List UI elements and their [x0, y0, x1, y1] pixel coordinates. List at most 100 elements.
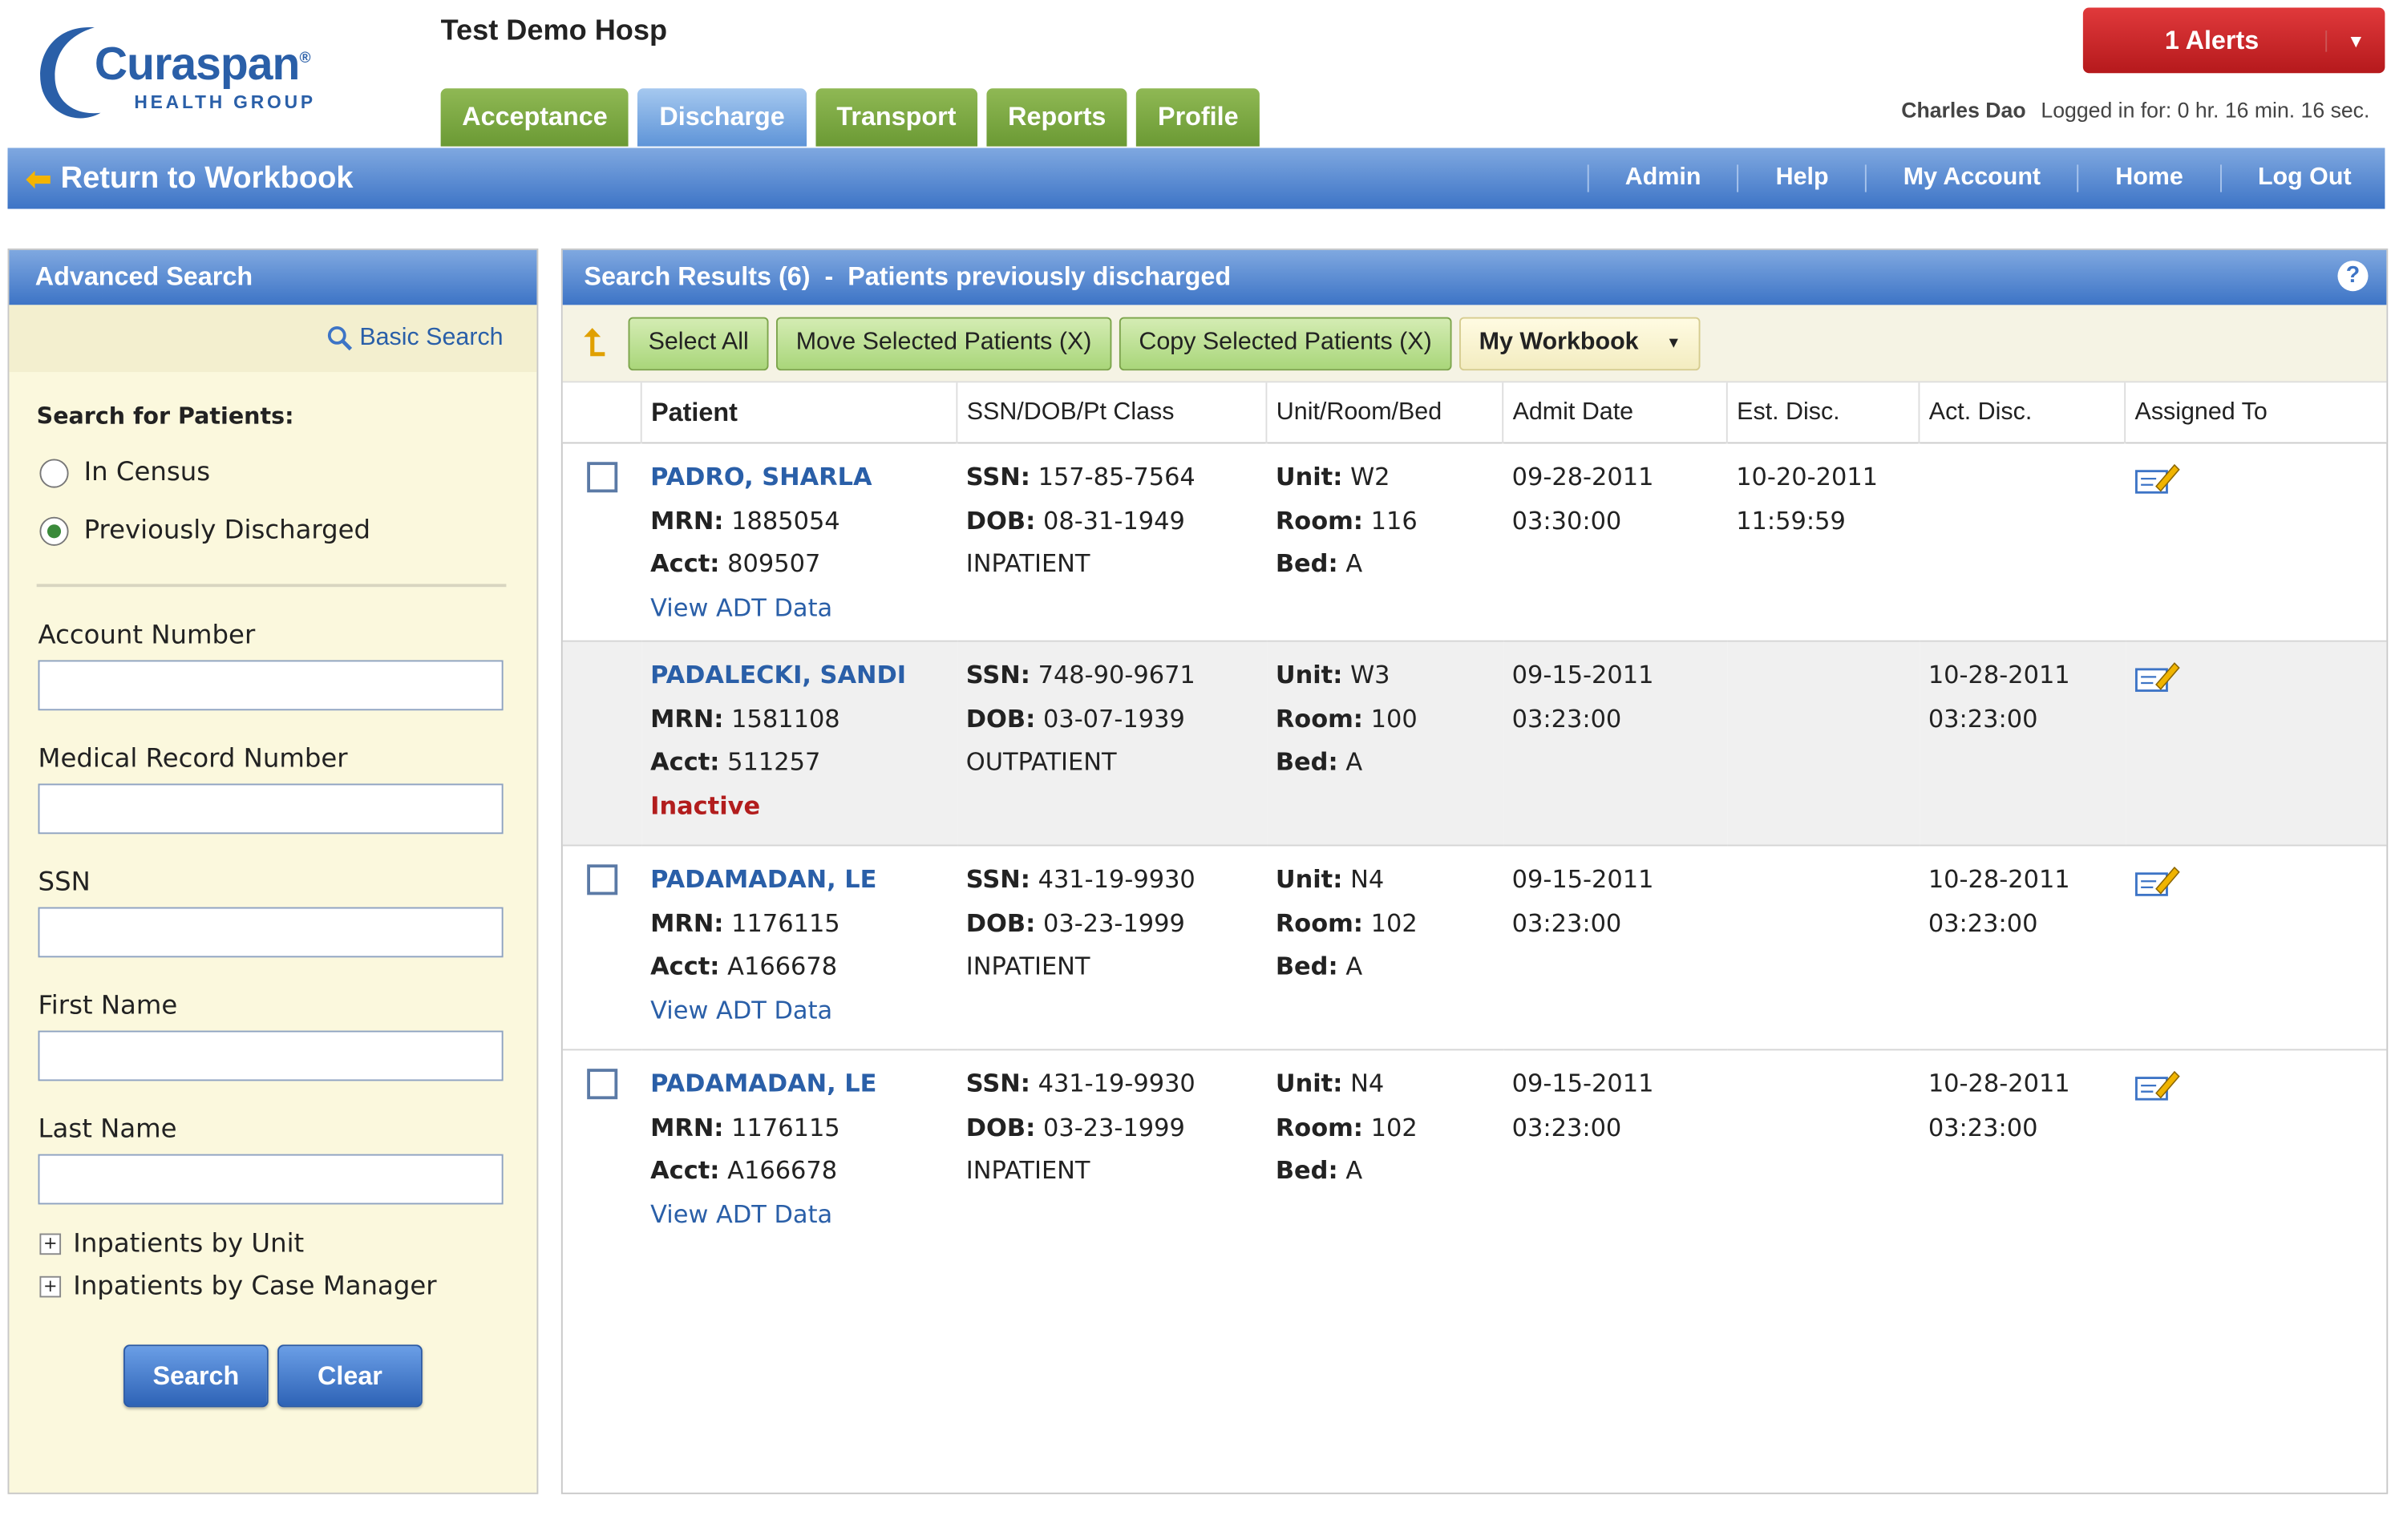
- mrn-value: 1581108: [731, 703, 840, 733]
- col-admit-date[interactable]: Admit Date: [1502, 382, 1727, 443]
- row-checkbox[interactable]: [587, 462, 618, 493]
- col-ssn-dob-class[interactable]: SSN/DOB/Pt Class: [956, 382, 1267, 443]
- mrn-value: 1885054: [731, 505, 840, 535]
- ssn-label: SSN:: [965, 462, 1030, 491]
- ssn-input[interactable]: [38, 907, 504, 958]
- admit-cell: 09-15-2011 03:23:00: [1503, 1049, 1727, 1254]
- room-line: Room: 102: [1276, 1106, 1503, 1150]
- patient-cell: PADAMADAN, LE MRN: 1176115 Acct: A166678…: [641, 1049, 957, 1254]
- results-header: Search Results (6) - Patients previously…: [562, 249, 2387, 305]
- dob-line: DOB: 03-23-1999: [966, 902, 1267, 945]
- radio-in-census[interactable]: In Census: [39, 458, 536, 488]
- expand-plus-icon[interactable]: +: [39, 1275, 62, 1298]
- est-date: 10-20-2011: [1736, 462, 1879, 491]
- account-number-input[interactable]: [38, 660, 504, 711]
- col-unit-room-bed[interactable]: Unit/Room/Bed: [1265, 382, 1503, 443]
- nav-my-account[interactable]: My Account: [1903, 164, 2041, 191]
- bed-line: Bed: A: [1276, 741, 1503, 784]
- logo-swoosh-icon: [40, 27, 101, 119]
- edit-pencil-icon[interactable]: [2134, 864, 2180, 898]
- nav-log-out[interactable]: Log Out: [2257, 164, 2352, 191]
- utility-nav: Admin Help My Account Home Log Out: [1584, 164, 2385, 192]
- table-row: PADAMADAN, LE MRN: 1176115 Acct: A166678…: [562, 846, 2387, 1050]
- admit-date: 09-15-2011: [1511, 864, 1654, 894]
- pt-class: INPATIENT: [965, 548, 1090, 578]
- return-to-workbook-link[interactable]: ⬅ Return to Workbook: [26, 160, 353, 198]
- nav-separator: [1865, 164, 1867, 192]
- est-disc-cell: [1727, 1049, 1920, 1254]
- room-label: Room:: [1275, 1112, 1363, 1142]
- ssn-cell: SSN: 431-19-9930 DOB: 03-23-1999 INPATIE…: [957, 846, 1266, 1050]
- select-all-button[interactable]: Select All: [628, 316, 769, 370]
- radio-previously-discharged[interactable]: Previously Discharged: [39, 515, 536, 546]
- view-adt-link[interactable]: View ADT Data: [650, 592, 833, 621]
- dob-line: DOB: 03-23-1999: [966, 1106, 1267, 1150]
- dob-label: DOB:: [965, 505, 1036, 535]
- row-checkbox[interactable]: [587, 864, 618, 895]
- arrow-up-back-icon[interactable]: ⮤: [584, 321, 606, 365]
- return-label: Return to Workbook: [60, 160, 354, 195]
- tab-profile[interactable]: Profile: [1136, 88, 1260, 147]
- row-checkbox-cell: [563, 443, 641, 641]
- act-time: 03:23:00: [1928, 1112, 2038, 1142]
- act-date: 10-28-2011: [1928, 864, 2070, 894]
- admit-cell: 09-15-2011 03:23:00: [1503, 641, 1727, 846]
- tab-discharge[interactable]: Discharge: [637, 88, 807, 147]
- edit-pencil-icon[interactable]: [2134, 462, 2180, 495]
- last-name-input[interactable]: [38, 1154, 504, 1205]
- view-adt-link[interactable]: View ADT Data: [650, 994, 833, 1025]
- col-assigned-to[interactable]: Assigned To: [2124, 382, 2387, 443]
- ssn-value: 431-19-9930: [1038, 1069, 1196, 1098]
- tab-acceptance[interactable]: Acceptance: [440, 88, 629, 147]
- patient-name-link[interactable]: PADAMADAN, LE: [650, 1069, 877, 1098]
- col-patient[interactable]: Patient: [640, 382, 957, 443]
- room-label: Room:: [1275, 703, 1363, 733]
- patient-name-link[interactable]: PADALECKI, SANDI: [650, 660, 907, 689]
- clear-button[interactable]: Clear: [277, 1344, 423, 1408]
- unit-label: Unit:: [1275, 462, 1343, 491]
- logo-name: Curaspan®: [94, 39, 311, 91]
- move-selected-button[interactable]: Move Selected Patients (X): [775, 316, 1112, 370]
- radio-circle-selected[interactable]: [39, 515, 69, 545]
- tree-inpatients-by-unit[interactable]: + Inpatients by Unit: [39, 1229, 536, 1259]
- tree-inpatients-by-case-manager[interactable]: + Inpatients by Case Manager: [39, 1271, 536, 1302]
- radio-label: In Census: [83, 457, 211, 488]
- nav-help[interactable]: Help: [1775, 164, 1829, 191]
- expand-plus-icon[interactable]: +: [39, 1233, 62, 1255]
- help-icon[interactable]: ?: [2337, 261, 2369, 292]
- assigned-cell: [2125, 846, 2386, 1050]
- nav-home[interactable]: Home: [2115, 164, 2183, 191]
- mrn-input[interactable]: [38, 783, 504, 835]
- act-date: 10-28-2011: [1928, 660, 2070, 689]
- act-disc-cell: [1919, 443, 2125, 641]
- tab-reports[interactable]: Reports: [986, 88, 1127, 147]
- basic-search-link[interactable]: Basic Search: [9, 305, 537, 373]
- alerts-button[interactable]: 1 Alerts ▼: [2082, 7, 2385, 74]
- row-checkbox-cell: [563, 846, 641, 1050]
- mrn-label: MRN:: [650, 1112, 724, 1142]
- view-adt-link[interactable]: View ADT Data: [650, 1198, 833, 1228]
- patient-name-link[interactable]: PADRO, SHARLA: [650, 462, 872, 491]
- est-disc-cell: 10-20-2011 11:59:59: [1727, 443, 1920, 641]
- patient-name-link[interactable]: PADAMADAN, LE: [650, 864, 877, 894]
- edit-pencil-icon[interactable]: [2134, 1069, 2180, 1102]
- copy-selected-button[interactable]: Copy Selected Patients (X): [1119, 316, 1452, 370]
- chevron-down-icon[interactable]: ▼: [2325, 30, 2385, 51]
- mrn-label: MRN:: [650, 505, 724, 535]
- nav-admin[interactable]: Admin: [1624, 164, 1701, 191]
- edit-pencil-icon[interactable]: [2134, 660, 2180, 693]
- dob-label: DOB:: [965, 703, 1036, 733]
- admit-date: 09-28-2011: [1511, 462, 1654, 491]
- mrn-line: MRN: 1176115: [650, 1106, 957, 1150]
- col-est-disc[interactable]: Est. Disc.: [1725, 382, 1920, 443]
- first-name-input[interactable]: [38, 1030, 504, 1081]
- acct-line: Acct: 511257: [650, 741, 957, 784]
- row-checkbox[interactable]: [587, 1069, 618, 1100]
- tab-transport[interactable]: Transport: [815, 88, 978, 147]
- col-act-disc[interactable]: Act. Disc.: [1918, 382, 2126, 443]
- nav-separator: [2219, 164, 2222, 192]
- radio-circle[interactable]: [39, 458, 69, 487]
- workbook-dropdown[interactable]: My Workbook ▼: [1458, 316, 1701, 370]
- search-button[interactable]: Search: [123, 1344, 269, 1408]
- ssn-value: 157-85-7564: [1038, 462, 1196, 491]
